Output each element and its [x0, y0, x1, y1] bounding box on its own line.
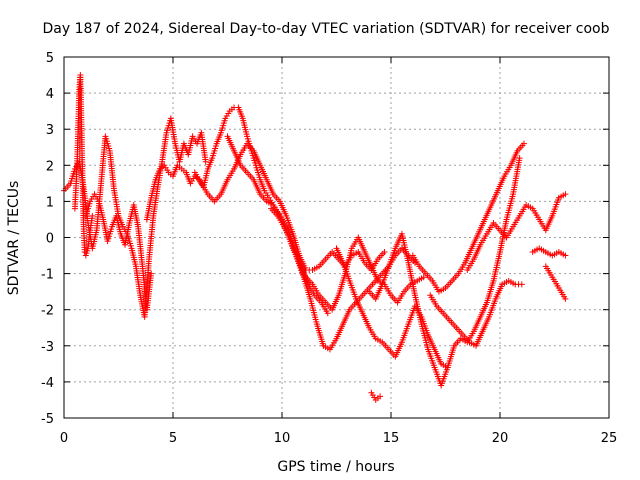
- data-marks: [61, 72, 569, 403]
- series-sat-b: [71, 72, 96, 259]
- data-point: [516, 155, 523, 162]
- y-tick-label: -3: [41, 340, 54, 355]
- x-tick-label: 25: [601, 431, 618, 446]
- y-tick-label: 0: [46, 232, 54, 247]
- x-tick-label: 10: [274, 431, 291, 446]
- data-point: [202, 158, 209, 165]
- series-sat-m: [529, 245, 569, 259]
- x-tick-label: 0: [60, 431, 68, 446]
- data-point: [420, 274, 427, 281]
- x-axis-title: GPS time / hours: [277, 459, 394, 475]
- data-point: [377, 393, 384, 400]
- data-point: [148, 270, 155, 277]
- y-tick-label: 3: [46, 123, 54, 138]
- series-sat-j: [409, 140, 527, 295]
- data-point: [562, 252, 569, 259]
- x-tick-label: 20: [492, 431, 509, 446]
- chart-title: Day 187 of 2024, Sidereal Day-to-day VTE…: [43, 21, 610, 37]
- y-tick-label: 2: [46, 159, 54, 174]
- y-tick-label: -4: [41, 376, 54, 391]
- data-point: [562, 295, 569, 302]
- y-tick-label: 1: [46, 195, 54, 210]
- data-point: [562, 191, 569, 198]
- series-sat-e: [191, 140, 388, 273]
- y-axis-title: SDTVAR / TECUs: [6, 181, 22, 296]
- data-point: [89, 212, 96, 219]
- series-sat-c: [82, 191, 155, 313]
- series-sat-o: [368, 389, 384, 403]
- series-sat-n: [542, 263, 569, 302]
- data-point: [381, 248, 388, 255]
- series-sat-h: [333, 245, 451, 371]
- axis-ticks: 0 5 10 15 20 25 -5 -4 -3 -2 -1 0 1 2 3 4 5: [41, 51, 617, 446]
- y-tick-label: -1: [41, 268, 54, 283]
- x-tick-label: 15: [383, 431, 400, 446]
- series-sat-k: [427, 277, 525, 349]
- series-sat-g: [268, 205, 418, 353]
- data-point: [520, 140, 527, 147]
- data-point: [518, 281, 525, 288]
- y-tick-label: 4: [46, 87, 54, 102]
- y-tick-label: 5: [46, 51, 54, 66]
- y-tick-label: -2: [41, 304, 54, 319]
- x-tick-label: 5: [169, 431, 177, 446]
- y-tick-label: -5: [41, 412, 54, 427]
- series-sat-i: [366, 155, 523, 389]
- data-point: [324, 310, 331, 317]
- grid-lines: [64, 57, 609, 418]
- series-sat-l: [464, 191, 569, 273]
